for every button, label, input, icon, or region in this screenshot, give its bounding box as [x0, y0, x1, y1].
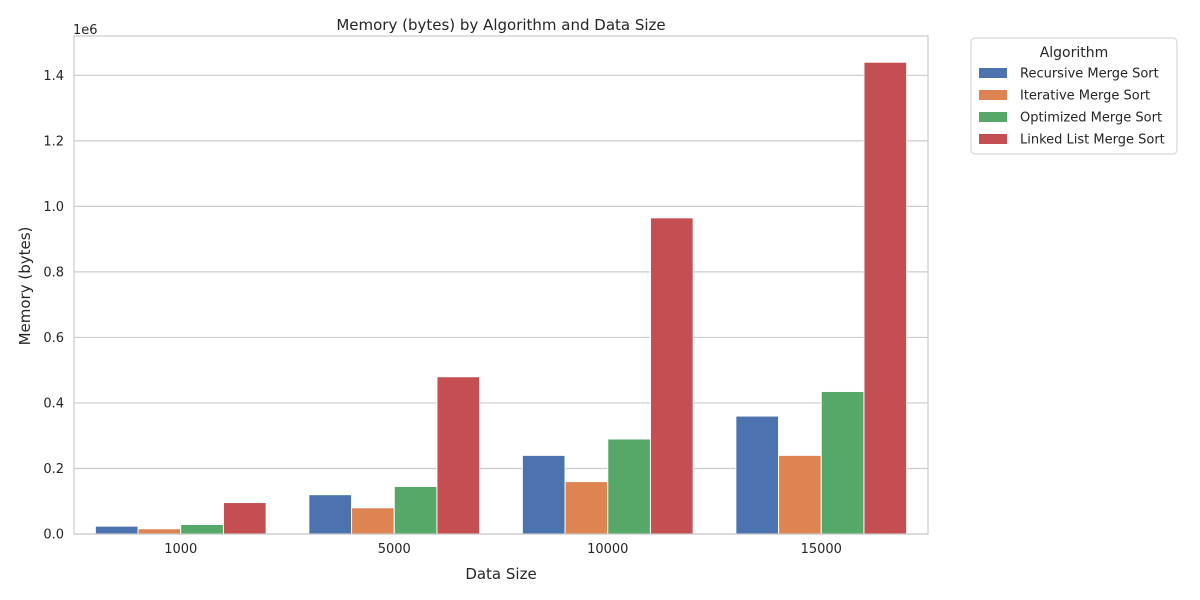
x-tick-label: 5000 — [378, 542, 411, 557]
y-tick-label: 0.8 — [43, 265, 64, 280]
y-tick-labels: 0.0 0.2 0.4 0.6 0.8 1.0 1.2 1.4 — [43, 69, 64, 543]
bar — [778, 454, 822, 535]
y-axis-offset-label: 1e6 — [73, 23, 98, 38]
x-tick-labels: 1000 5000 10000 15000 — [164, 542, 842, 557]
legend-swatch — [979, 90, 1007, 100]
y-tick-label: 1.2 — [43, 134, 64, 149]
plot-area-frame — [73, 35, 929, 535]
bar — [521, 454, 566, 535]
bar — [393, 485, 438, 535]
legend-entry: Recursive Merge Sort — [1020, 67, 1159, 82]
bar — [180, 523, 224, 535]
legend-title: Algorithm — [1040, 45, 1109, 61]
bar — [94, 525, 139, 535]
bar — [820, 390, 865, 535]
x-axis-label: Data Size — [465, 565, 536, 583]
legend-entry: Iterative Merge Sort — [1020, 89, 1150, 104]
y-tick-label: 1.0 — [43, 200, 64, 215]
legend-swatch — [979, 134, 1007, 144]
legend-entry: Optimized Merge Sort — [1020, 111, 1162, 126]
y-tick-label: 0.6 — [43, 331, 64, 346]
bar — [649, 217, 694, 535]
bar — [863, 61, 908, 535]
x-tick-label: 15000 — [801, 542, 842, 557]
bar — [564, 481, 609, 535]
y-tick-label: 0.0 — [43, 528, 64, 543]
bar — [308, 494, 353, 535]
legend: Algorithm Recursive Merge Sort Iterative … — [970, 37, 1178, 155]
bar — [351, 507, 395, 535]
y-tick-label: 0.4 — [43, 396, 64, 411]
y-tick-label: 1.4 — [43, 69, 64, 84]
bars — [94, 61, 908, 535]
legend-frame — [970, 37, 1178, 155]
x-tick-label: 10000 — [587, 542, 628, 557]
legend-swatch — [979, 112, 1007, 122]
legend-entry: Linked List Merge Sort — [1020, 133, 1165, 148]
bar — [607, 438, 651, 535]
bar — [436, 376, 481, 535]
chart-title: Memory (bytes) by Algorithm and Data Siz… — [336, 16, 665, 34]
legend-items: Recursive Merge Sort Iterative Merge Sort… — [979, 67, 1165, 148]
bar — [222, 502, 267, 535]
legend-swatch — [979, 68, 1007, 78]
y-tick-label: 0.2 — [43, 462, 64, 477]
x-tick-label: 1000 — [164, 542, 197, 557]
y-axis-label: Memory (bytes) — [16, 227, 34, 346]
bar — [137, 528, 182, 535]
bar — [735, 415, 780, 535]
